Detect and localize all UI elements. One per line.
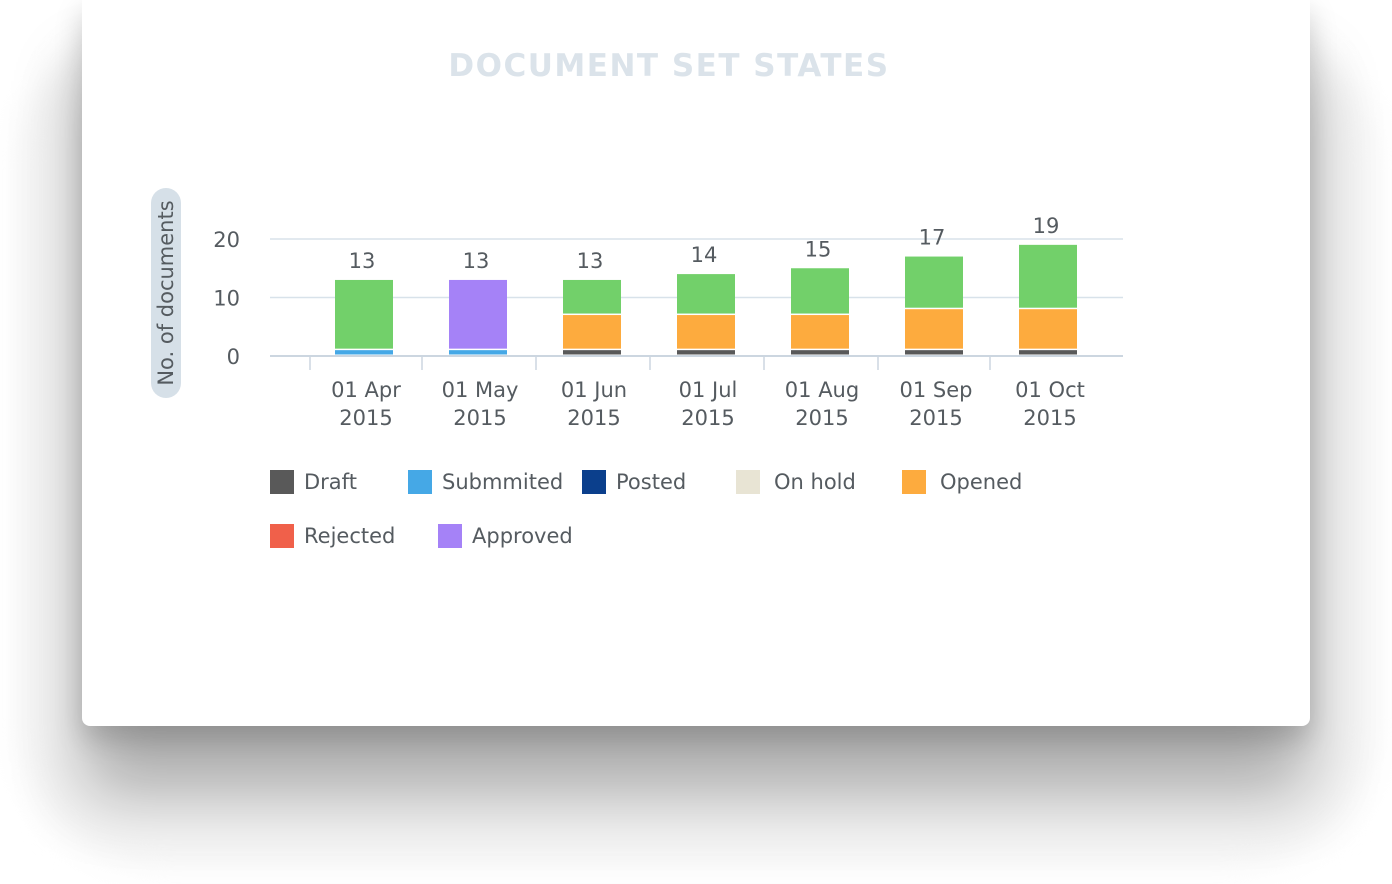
x-tick-label-year: 2015 [567,406,620,430]
y-tick-label: 0 [227,345,240,369]
x-tick-label-year: 2015 [681,406,734,430]
x-tick-label: 01 Aug [785,378,859,402]
bar-total-label: 13 [349,249,376,273]
y-tick-label: 20 [213,228,240,252]
x-tick-label: 01 Oct [1015,378,1085,402]
bar-segment-opened[interactable] [791,315,849,349]
bar-segment-submmited[interactable] [335,350,393,355]
x-tick-label: 01 Jul [679,378,738,402]
bar-segment-draft[interactable] [905,350,963,355]
bar-segment[interactable] [791,268,849,314]
legend-item-rejected[interactable]: Rejected [270,520,395,552]
bar-total-label: 19 [1033,214,1060,238]
chart-card [82,0,1310,726]
legend-item-draft[interactable]: Draft [270,466,357,498]
legend-label: On hold [774,470,856,494]
legend-swatch [270,524,294,548]
bar-segment-approved[interactable] [449,279,507,349]
legend-label: Approved [472,524,573,548]
legend-label: Opened [940,470,1023,494]
legend-swatch [902,470,926,494]
y-tick-label: 10 [213,287,240,311]
x-tick-label: 01 May [442,378,519,402]
legend-item-approved[interactable]: Approved [438,520,573,552]
bar-total-label: 13 [463,249,490,273]
bar-segment-opened[interactable] [905,309,963,349]
legend-swatch [408,470,432,494]
bar-segment[interactable] [1019,244,1077,308]
x-tick-label-year: 2015 [795,406,848,430]
bar-segment-draft[interactable] [791,350,849,355]
bar-segment-draft[interactable] [1019,350,1077,355]
legend-item-opened[interactable]: Opened [902,466,1022,498]
x-tick-label: 01 Apr [331,378,401,402]
x-tick-label: 01 Sep [900,378,973,402]
bar-segment[interactable] [677,274,735,314]
bar-segment-opened[interactable] [563,315,621,349]
bar-segment-submmited[interactable] [449,350,507,355]
legend-label: Submmited [442,470,564,494]
legend-label: Posted [616,470,687,494]
bar-total-label: 13 [577,249,604,273]
y-axis-label-badge [151,188,181,398]
x-tick-label: 01 Jun [561,378,627,402]
legend-label: Draft [304,470,357,494]
chart-title: DOCUMENT SET STATES [448,48,890,84]
bar-total-label: 17 [919,226,946,250]
legend-swatch [270,470,294,494]
bar-segment[interactable] [335,279,393,349]
bar-segment[interactable] [563,279,621,314]
legend-item-submmited[interactable]: Submmited [408,466,563,498]
x-tick-label-year: 2015 [339,406,392,430]
legend-label: Rejected [304,524,396,548]
x-tick-label-year: 2015 [453,406,506,430]
bar-total-label: 14 [691,243,718,267]
legend-swatch [438,524,462,548]
x-tick-label-year: 2015 [1023,406,1076,430]
bar-segment[interactable] [905,256,963,308]
bar-segment-draft[interactable] [677,350,735,355]
legend-swatch [582,470,606,494]
bar-total-label: 15 [805,237,832,261]
legend-item-posted[interactable]: Posted [582,466,686,498]
legend-item-on-hold[interactable]: On hold [736,466,856,498]
bar-segment-draft[interactable] [563,350,621,355]
bar-segment-opened[interactable] [1019,309,1077,349]
legend-swatch [736,470,760,494]
bar-segment-opened[interactable] [677,315,735,349]
x-tick-label-year: 2015 [909,406,962,430]
